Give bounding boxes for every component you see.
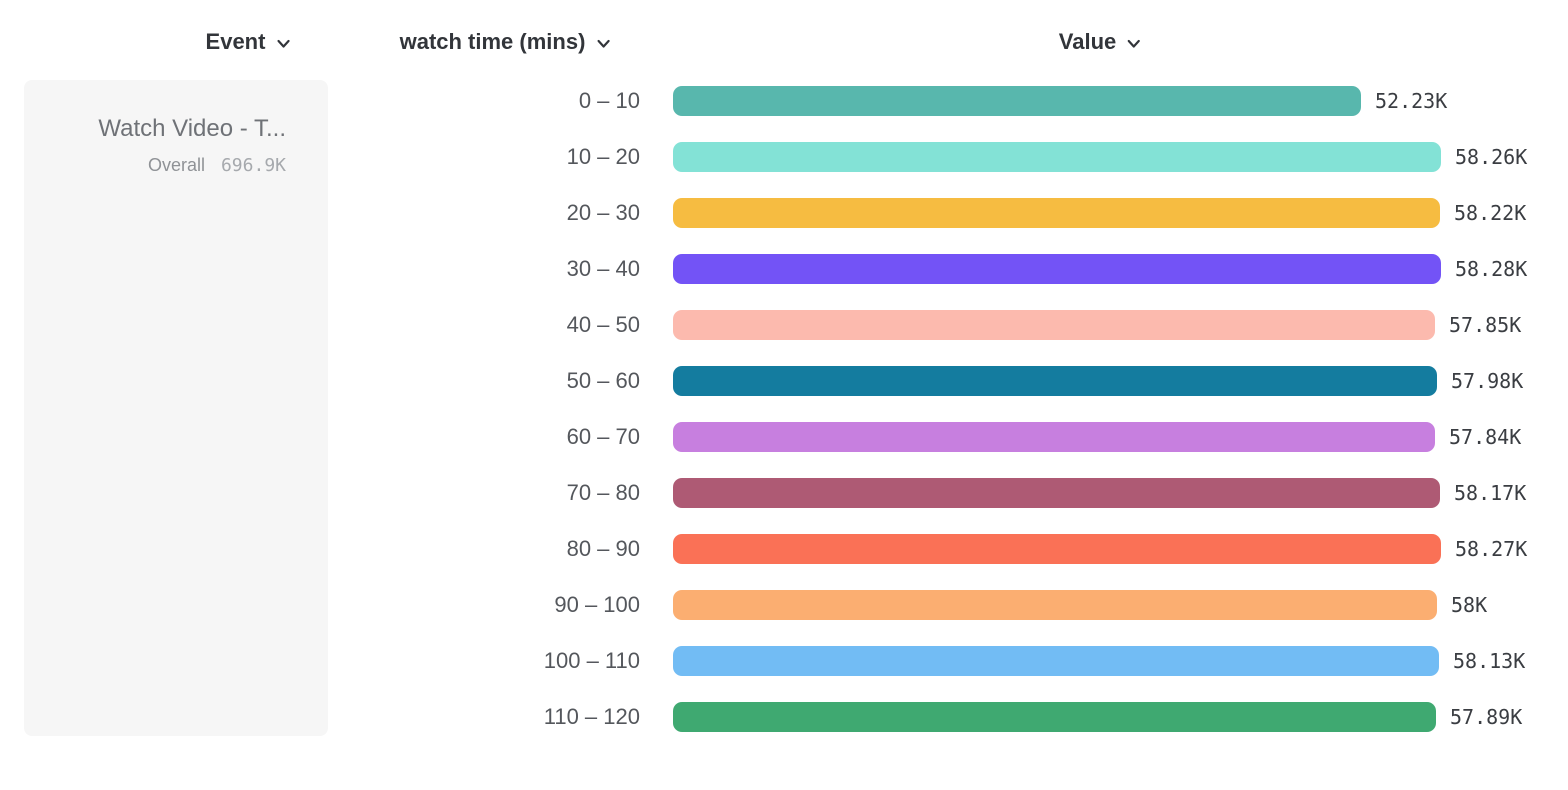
bar-value-label: 57.84K: [1449, 425, 1522, 449]
bucket-label: 0 – 10: [578, 88, 640, 113]
bucket-label: 90 – 100: [554, 592, 640, 617]
bar-value-label: 52.23K: [1375, 89, 1448, 113]
overall-label: Overall: [147, 155, 205, 175]
bucket-label: 110 – 120: [543, 704, 640, 729]
chart-row: 70 – 80 58.17K: [0, 465, 1568, 521]
bar[interactable]: [673, 198, 1440, 228]
bar-value-label: 58K: [1451, 593, 1488, 617]
bar-value-label: 58.26K: [1455, 145, 1528, 169]
bar[interactable]: [673, 422, 1435, 452]
bar[interactable]: [673, 478, 1440, 508]
chart-row: 30 – 40 58.28K: [0, 241, 1568, 297]
overall-value: 696.9K: [220, 155, 286, 176]
bucket-label: 10 – 20: [566, 144, 640, 169]
chart-row: 100 – 110 58.13K: [0, 633, 1568, 689]
bar-value-label: 58.28K: [1455, 257, 1528, 281]
chart-row: 60 – 70 57.84K: [0, 409, 1568, 465]
chevron-down-icon: [276, 39, 290, 49]
chart-row: 90 – 100 58K: [0, 577, 1568, 633]
bucket-label: 100 – 110: [543, 648, 640, 673]
bar[interactable]: [673, 646, 1439, 676]
bucket-label: 40 – 50: [566, 312, 640, 337]
bar[interactable]: [673, 86, 1361, 116]
bar-value-label: 57.98K: [1451, 369, 1524, 393]
bar-value-label: 57.85K: [1449, 313, 1522, 337]
bar-value-label: 58.13K: [1453, 649, 1526, 673]
bucket-label: 80 – 90: [566, 536, 640, 561]
event-overall-row: Overall 696.9K: [42, 154, 286, 177]
bar-value-label: 58.22K: [1454, 201, 1527, 225]
event-card[interactable]: Watch Video - T... Overall 696.9K: [24, 80, 328, 736]
chart-row: 10 – 20 58.26K: [0, 129, 1568, 185]
bar[interactable]: [673, 310, 1435, 340]
chart-row: 50 – 60 57.98K: [0, 353, 1568, 409]
chart-row: 20 – 30 58.22K: [0, 185, 1568, 241]
bar[interactable]: [673, 142, 1441, 172]
bar-value-label: 58.17K: [1454, 481, 1527, 505]
bucket-label: 20 – 30: [566, 200, 640, 225]
bar-value-label: 58.27K: [1455, 537, 1528, 561]
bar-value-label: 57.89K: [1450, 705, 1523, 729]
bar[interactable]: [673, 366, 1437, 396]
chevron-down-icon: [596, 39, 610, 49]
column-header-value[interactable]: Value: [1059, 26, 1141, 58]
bar-chart-rows: 0 – 10 52.23K 10 – 20 58.26K 20 – 30 58.…: [0, 73, 1568, 745]
bucket-label: 50 – 60: [566, 368, 640, 393]
chart-row: 110 – 120 57.89K: [0, 689, 1568, 745]
bar[interactable]: [673, 702, 1436, 732]
event-name: Watch Video - T...: [98, 115, 286, 142]
column-header-watch-time[interactable]: watch time (mins): [400, 26, 611, 58]
bar[interactable]: [673, 590, 1437, 620]
bucket-label: 60 – 70: [566, 424, 640, 449]
chart-row: 40 – 50 57.85K: [0, 297, 1568, 353]
column-header-event-label: Event: [205, 29, 266, 54]
chart-row: 80 – 90 58.27K: [0, 521, 1568, 577]
chevron-down-icon: [1127, 39, 1141, 49]
bucket-label: 30 – 40: [566, 256, 640, 281]
bar[interactable]: [673, 254, 1441, 284]
bar[interactable]: [673, 534, 1441, 564]
column-header-value-label: Value: [1058, 29, 1117, 54]
bucket-label: 70 – 80: [566, 480, 640, 505]
chart-row: 0 – 10 52.23K: [0, 73, 1568, 129]
column-header-event[interactable]: Event: [206, 26, 291, 58]
column-header-watch-time-label: watch time (mins): [399, 29, 586, 54]
